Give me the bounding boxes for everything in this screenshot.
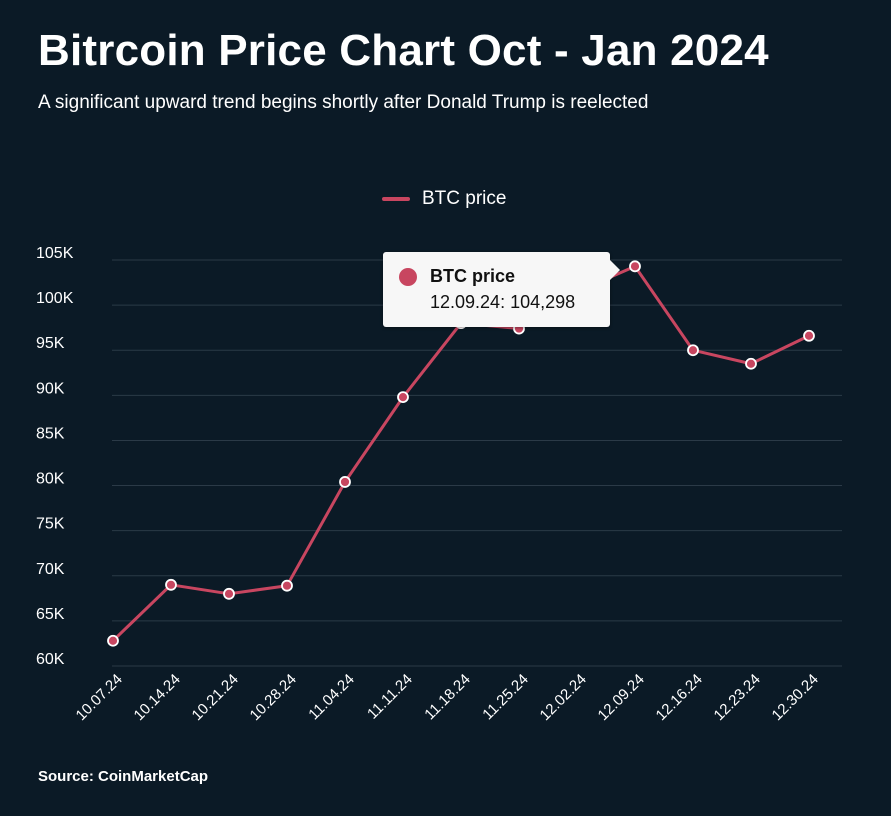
x-tick-label: 11.18.24 <box>421 671 474 724</box>
chart-title: Bitrcoin Price Chart Oct - Jan 2024 <box>38 26 769 75</box>
x-tick-label: 11.25.24 <box>479 671 532 724</box>
x-tick-label: 12.30.24 <box>769 671 822 724</box>
source-note: Source: CoinMarketCap <box>38 768 209 785</box>
x-tick-label: 12.23.24 <box>711 671 764 724</box>
y-tick-label: 95K <box>36 335 65 352</box>
y-tick-label: 75K <box>36 516 65 533</box>
y-tick-label: 105K <box>36 245 74 262</box>
x-tick-label: 10.07.24 <box>73 671 126 724</box>
y-tick-label: 85K <box>36 425 65 442</box>
x-tick-label: 12.02.24 <box>537 671 590 724</box>
x-axis-ticks: 10.07.24 10.14.24 10.21.24 10.28.24 11.04.24… <box>73 671 822 724</box>
data-point-12.23.24[interactable] <box>745 357 757 370</box>
tooltip-series-dot <box>399 268 417 286</box>
data-point-11.11.24[interactable] <box>397 391 409 404</box>
y-tick-label: 90K <box>36 380 65 397</box>
data-point-10.28.24[interactable] <box>281 579 293 592</box>
data-point-10.14.24[interactable] <box>165 578 177 591</box>
legend-swatch <box>382 197 410 201</box>
y-tick-label: 65K <box>36 606 65 623</box>
legend[interactable]: BTC price <box>382 188 506 210</box>
x-tick-label: 10.28.24 <box>247 671 300 724</box>
chart-subtitle: A significant upward trend begins shortl… <box>38 92 649 113</box>
data-point-11.04.24[interactable] <box>339 476 351 488</box>
x-tick-label: 12.09.24 <box>595 671 648 724</box>
x-tick-label: 12.16.24 <box>653 671 706 724</box>
y-axis-ticks: 60K 65K 70K 75K 80K 85K 90K 95K 100K 105K <box>36 245 74 668</box>
x-tick-label: 11.04.24 <box>305 671 358 724</box>
tooltip-value: 12.09.24: 104,298 <box>430 292 576 312</box>
y-tick-label: 60K <box>36 651 65 668</box>
data-point-10.21.24[interactable] <box>223 587 235 600</box>
x-tick-label: 10.14.24 <box>131 671 184 724</box>
grid-lines <box>112 259 842 667</box>
tooltip: BTC price 12.09.24: 104,298 <box>383 252 620 327</box>
data-point-12.16.24[interactable] <box>687 344 699 357</box>
tooltip-series-name: BTC price <box>430 266 516 286</box>
data-point-12.30.24[interactable] <box>803 329 815 342</box>
data-point-10.07.24[interactable] <box>107 634 119 647</box>
x-tick-label: 11.11.24 <box>364 671 416 723</box>
x-tick-label: 10.21.24 <box>189 671 242 724</box>
y-tick-label: 100K <box>36 290 74 307</box>
y-tick-label: 80K <box>36 471 65 488</box>
legend-label: BTC price <box>422 188 507 209</box>
data-point-12.09.24[interactable] <box>629 260 641 273</box>
y-tick-label: 70K <box>36 561 65 578</box>
